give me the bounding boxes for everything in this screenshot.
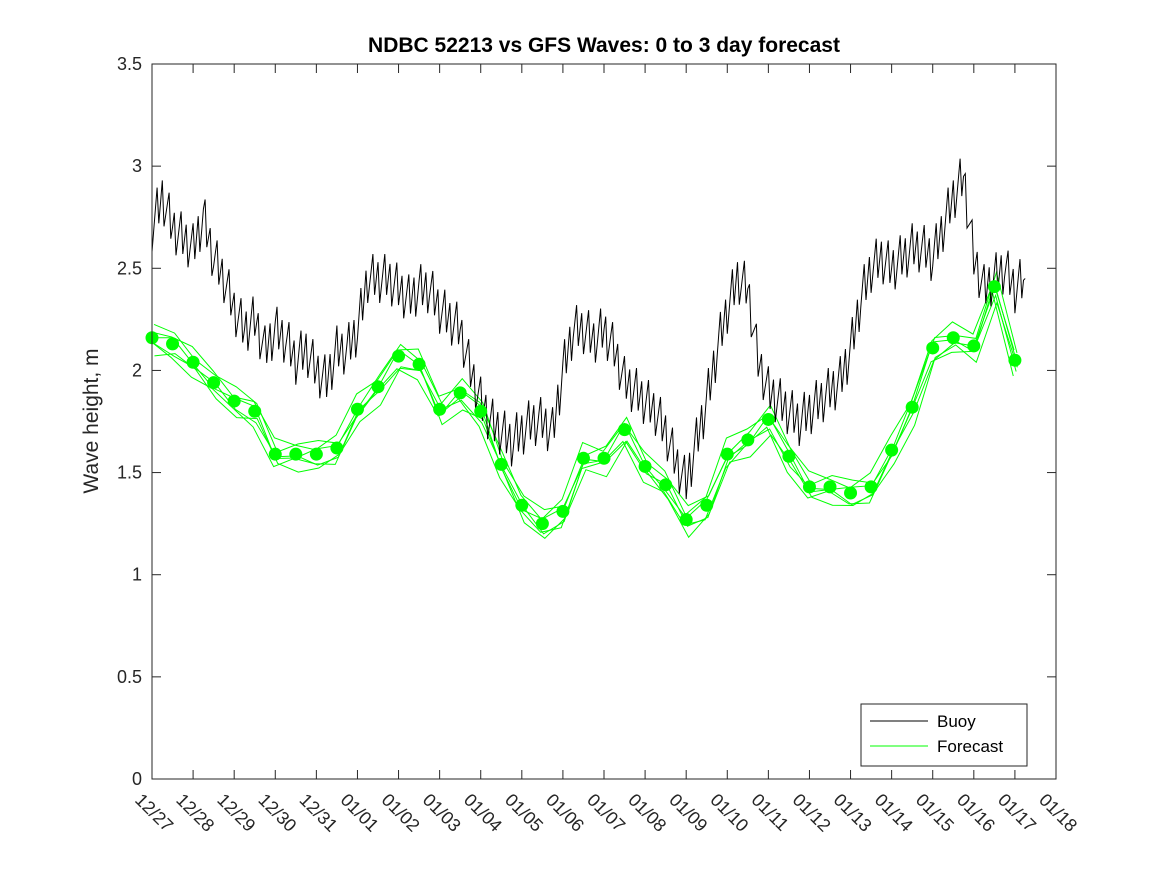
forecast-point xyxy=(844,486,858,500)
plot-background xyxy=(152,64,1056,779)
x-tick-label: 01/01 xyxy=(337,790,383,836)
x-tick-label: 12/30 xyxy=(254,790,300,836)
forecast-point xyxy=(330,441,344,455)
forecast-point xyxy=(268,447,282,461)
forecast-point xyxy=(659,478,673,492)
forecast-line xyxy=(154,301,1018,539)
forecast-point xyxy=(987,280,1001,294)
forecast-point xyxy=(392,349,406,363)
y-tick-label: 1.5 xyxy=(117,463,142,483)
forecast-point xyxy=(166,337,180,351)
y-tick-label: 3.5 xyxy=(117,54,142,74)
y-axis-label: Wave height, m xyxy=(80,348,103,493)
x-tick-label: 01/18 xyxy=(1035,790,1081,836)
y-tick-label: 2 xyxy=(132,360,142,380)
x-tick-label: 01/13 xyxy=(830,790,876,836)
forecast-point xyxy=(741,433,755,447)
forecast-point xyxy=(535,517,549,531)
forecast-line xyxy=(151,280,1015,521)
y-tick-label: 3 xyxy=(132,156,142,176)
y-tick-label: 0.5 xyxy=(117,667,142,687)
x-tick-label: 12/27 xyxy=(131,790,177,836)
forecast-point xyxy=(227,394,241,408)
x-tick-label: 01/09 xyxy=(665,790,711,836)
x-tick-label: 01/04 xyxy=(460,790,506,836)
x-tick-label: 01/14 xyxy=(871,790,917,836)
forecast-point xyxy=(248,404,262,418)
forecast-point xyxy=(946,331,960,345)
forecast-point xyxy=(186,355,200,369)
x-tick-label: 12/31 xyxy=(296,790,342,836)
x-tick-label: 01/05 xyxy=(501,790,547,836)
forecast-point xyxy=(433,402,447,416)
forecast-point xyxy=(556,504,570,518)
forecast-point xyxy=(905,400,919,414)
forecast-point xyxy=(782,449,796,463)
forecast-point xyxy=(289,447,303,461)
y-tick-label: 1 xyxy=(132,565,142,585)
forecast-point xyxy=(700,498,714,512)
x-tick-label: 01/07 xyxy=(583,790,629,836)
forecast-point xyxy=(885,443,899,457)
legend: Buoy Forecast xyxy=(860,703,1028,767)
x-tick-label: 01/08 xyxy=(624,790,670,836)
x-tick-label: 01/06 xyxy=(542,790,588,836)
y-tick-label: 2.5 xyxy=(117,258,142,278)
x-tick-label: 01/12 xyxy=(789,790,835,836)
x-tick-label: 01/17 xyxy=(994,790,1040,836)
forecast-point xyxy=(350,402,364,416)
x-tick-label: 01/11 xyxy=(748,790,793,835)
forecast-point xyxy=(371,380,385,394)
forecast-point xyxy=(207,376,221,390)
forecast-point xyxy=(494,457,508,471)
legend-box xyxy=(860,703,1028,767)
forecast-point xyxy=(679,513,693,527)
forecast-point xyxy=(802,480,816,494)
forecast-point xyxy=(823,480,837,494)
forecast-point xyxy=(474,404,488,418)
x-tick-label: 01/15 xyxy=(912,790,958,836)
forecast-point xyxy=(515,498,529,512)
buoy-line xyxy=(151,158,1026,500)
forecast-point xyxy=(309,447,323,461)
forecast-point xyxy=(618,423,632,437)
x-tick-label: 01/10 xyxy=(706,790,752,836)
forecast-point xyxy=(1008,353,1022,367)
x-tick-label: 01/02 xyxy=(378,790,424,836)
forecast-point xyxy=(926,341,940,355)
forecast-point xyxy=(864,480,878,494)
series-layer xyxy=(145,158,1026,539)
forecast-point xyxy=(597,451,611,465)
legend-label-forecast: Forecast xyxy=(937,737,1003,756)
x-tick-label: 01/03 xyxy=(419,790,465,836)
forecast-point xyxy=(576,451,590,465)
forecast-point xyxy=(967,339,981,353)
y-tick-label: 0 xyxy=(132,769,142,789)
x-tick-label: 12/28 xyxy=(172,790,218,836)
x-tick-label: 12/29 xyxy=(213,790,259,836)
plot-frame xyxy=(151,63,1057,780)
legend-label-buoy: Buoy xyxy=(937,712,976,731)
x-tick-label: 01/16 xyxy=(953,790,999,836)
chart-title: NDBC 52213 vs GFS Waves: 0 to 3 day fore… xyxy=(368,34,840,57)
forecast-point xyxy=(720,447,734,461)
forecast-point xyxy=(412,357,426,371)
forecast-point xyxy=(453,386,467,400)
forecast-point xyxy=(638,459,652,473)
forecast-point xyxy=(761,412,775,426)
